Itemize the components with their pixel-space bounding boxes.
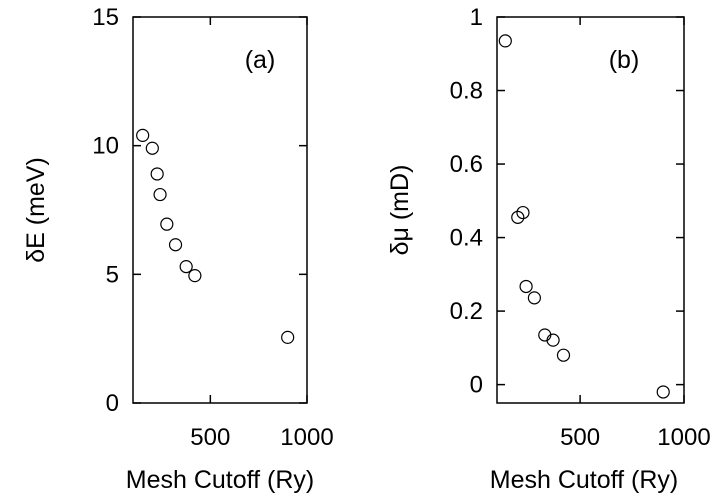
data-point-b-5	[527, 291, 542, 305]
x-tick-label-a: 1000	[280, 424, 333, 451]
panel-a: 0 5 10 15 500 1000 (a) Mesh Cutoff (Ry) δE (meV)	[22, 4, 334, 494]
y-tick-label-b: 0.4	[450, 225, 483, 252]
y-axis-label-a: δE (meV)	[22, 157, 50, 263]
y-tick-label-b: 0.8	[450, 78, 483, 105]
data-point-a-4	[153, 187, 167, 202]
panel-label-b: (b)	[609, 46, 640, 74]
y-tick-label-b: 0	[470, 372, 483, 399]
data-point-b-1	[498, 34, 512, 48]
data-point-a-8	[188, 269, 202, 283]
y-tick-label-a: 5	[106, 261, 119, 288]
y-axis-label-b: δμ (mD)	[386, 165, 414, 256]
data-point-b-4	[519, 279, 533, 294]
x-tick-label-b: 500	[560, 424, 600, 451]
data-point-b-8	[556, 348, 571, 362]
y-tick-label-b: 0.6	[450, 151, 483, 178]
data-point-a-3	[150, 167, 164, 181]
data-point-a-1	[136, 128, 150, 142]
y-tick-label-a: 15	[92, 4, 119, 31]
plot-frame-a	[132, 16, 308, 404]
panel-label-a: (a)	[245, 46, 276, 74]
data-point-a-5	[160, 217, 174, 231]
plot-frame-b	[496, 16, 685, 404]
data-point-a-2	[145, 141, 159, 155]
y-tick-label-b: 1	[470, 4, 483, 31]
x-axis-label-b: Mesh Cutoff (Ry)	[490, 466, 678, 494]
data-point-a-7	[179, 260, 193, 274]
data-point-b-3	[516, 205, 530, 220]
data-point-b-9	[656, 385, 670, 399]
y-tick-label-a: 10	[92, 133, 119, 160]
x-axis-label-a: Mesh Cutoff (Ry)	[126, 466, 314, 494]
data-point-b-2	[511, 210, 525, 224]
x-tick-label-a: 500	[190, 424, 230, 451]
y-tick-label-b: 0.2	[450, 298, 483, 325]
data-point-b-7	[546, 333, 560, 347]
data-point-a-9	[281, 330, 295, 344]
x-tick-label-b: 1000	[657, 424, 710, 451]
panel-b: 0 0.2 0.4 0.6 0.8 1 500 1000 (b) Mesh Cutoff (Ry)…	[386, 4, 711, 494]
data-point-a-6	[168, 238, 183, 252]
y-tick-label-a: 0	[106, 390, 119, 417]
